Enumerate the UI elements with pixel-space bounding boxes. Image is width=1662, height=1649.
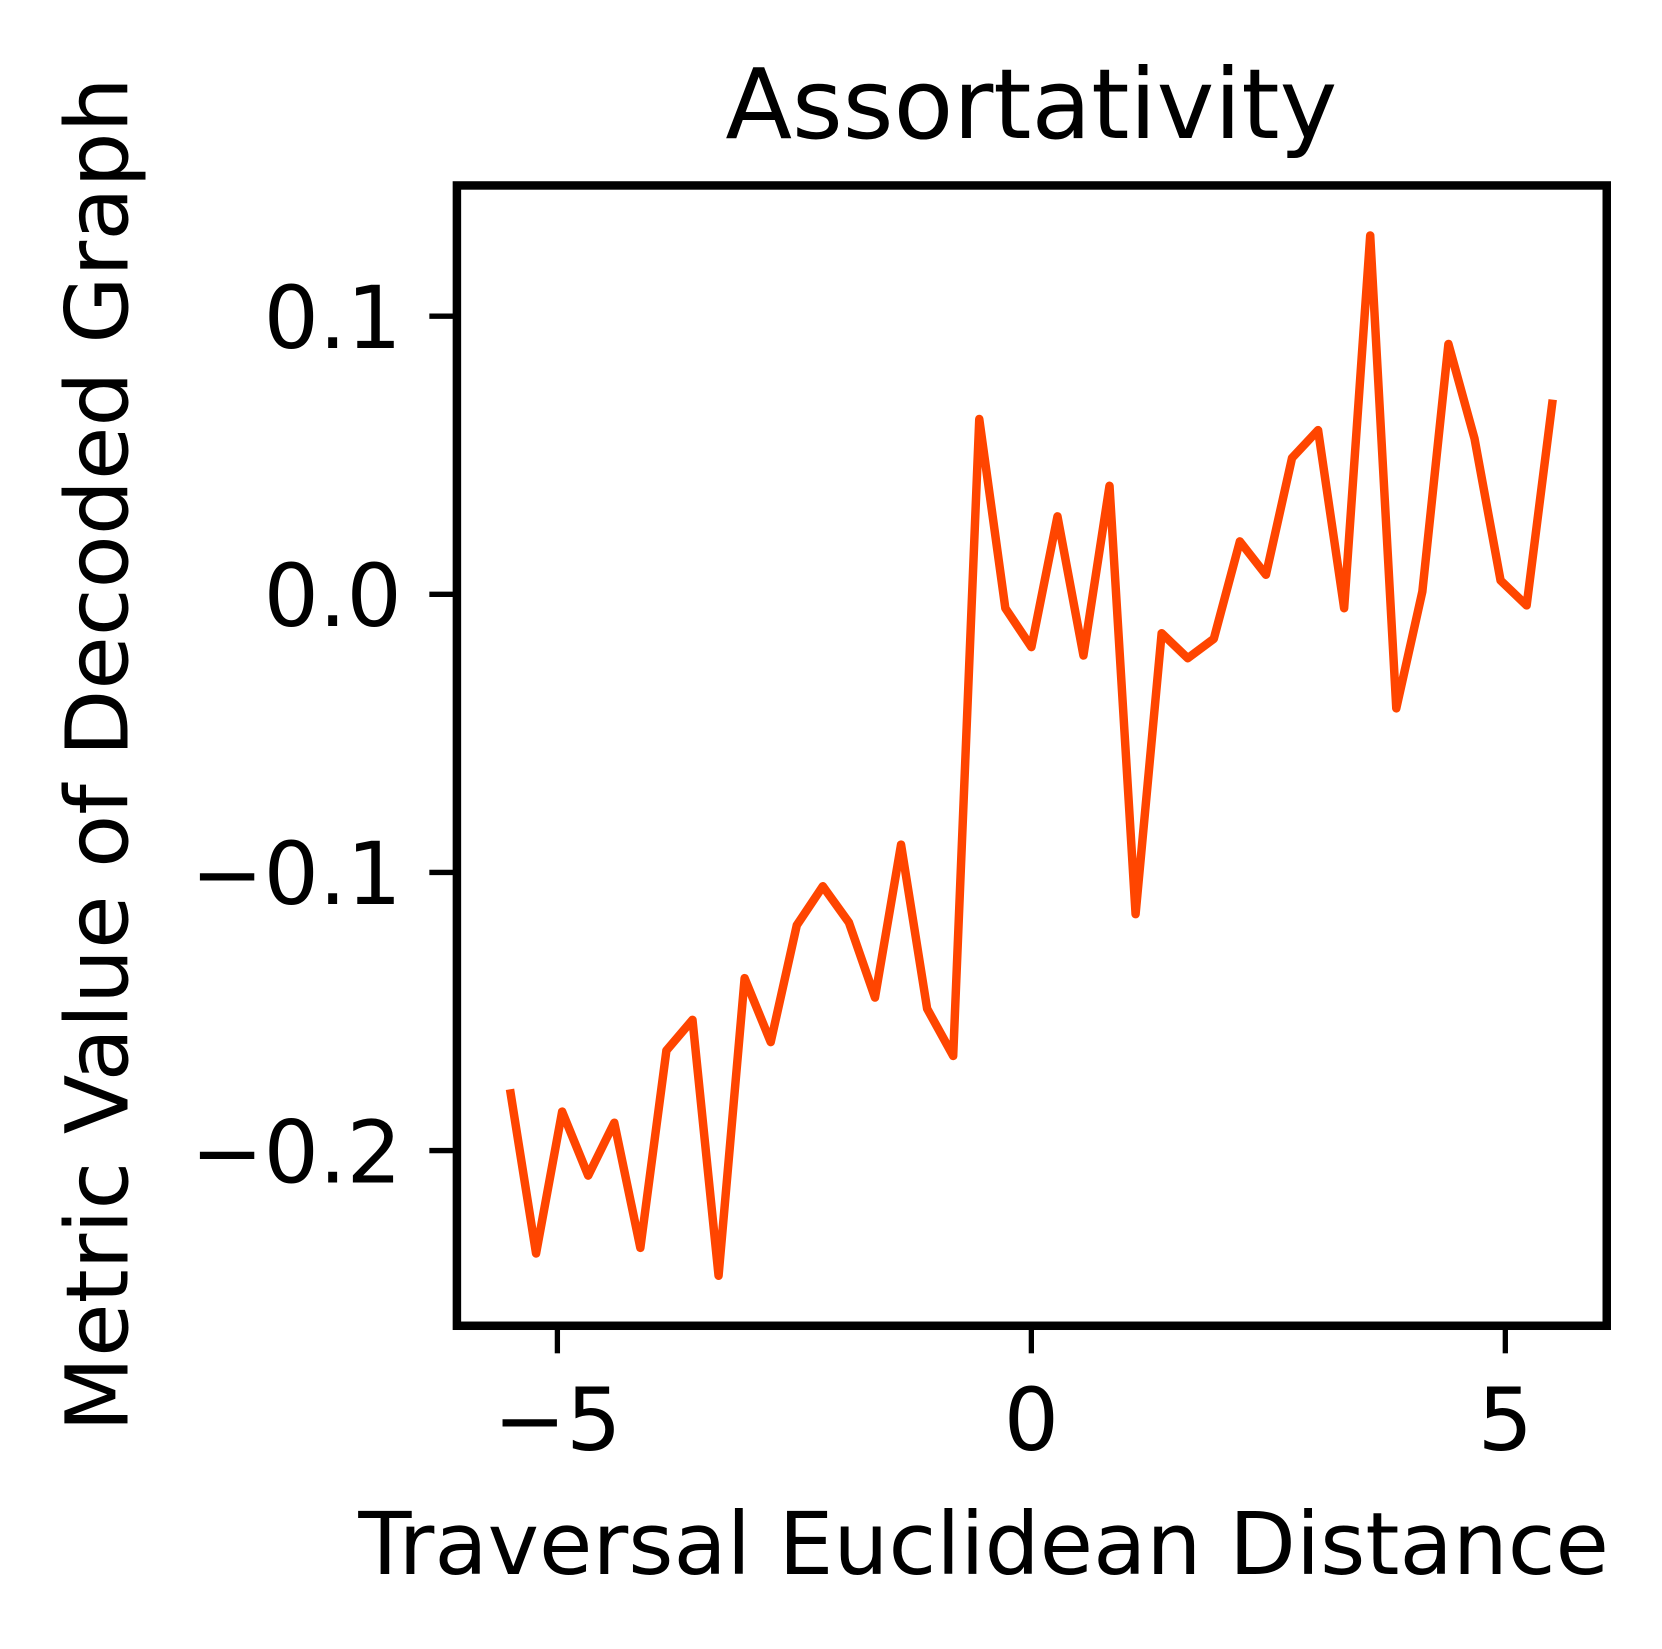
y-axis-label: Metric Value of Decoded Graph	[47, 77, 148, 1432]
x-tick-label: 5	[1478, 1370, 1533, 1471]
x-tick-label: −5	[493, 1370, 621, 1471]
plot-area	[452, 181, 1611, 1331]
x-axis: −5 0 5	[493, 1325, 1533, 1471]
y-tick-label: 0.0	[264, 546, 402, 647]
y-tick-label: 0.1	[264, 268, 402, 369]
series-line	[505, 231, 1557, 1280]
y-tick-label: −0.1	[191, 824, 402, 925]
axes-frame	[452, 181, 1611, 1331]
y-axis: 0.1 0.0 −0.1 −0.2	[191, 268, 457, 1203]
chart-title: Assortativity	[725, 48, 1337, 161]
x-tick-label: 0	[1004, 1370, 1059, 1471]
x-axis-label: Traversal Euclidean Distance	[357, 1494, 1609, 1595]
y-tick-label: −0.2	[191, 1102, 402, 1203]
